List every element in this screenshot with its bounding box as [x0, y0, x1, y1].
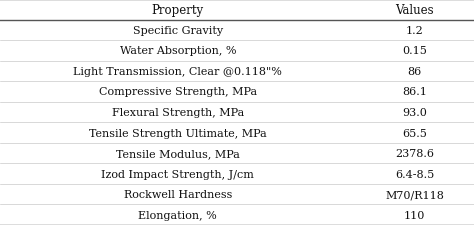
Text: 6.4-8.5: 6.4-8.5 [395, 169, 434, 179]
Text: 86: 86 [408, 67, 422, 76]
Text: Rockwell Hardness: Rockwell Hardness [124, 189, 232, 199]
Text: Light Transmission, Clear @0.118"%: Light Transmission, Clear @0.118"% [73, 67, 282, 76]
Text: Izod Impact Strength, J/cm: Izod Impact Strength, J/cm [101, 169, 254, 179]
Text: Water Absorption, %: Water Absorption, % [119, 46, 236, 56]
Text: Elongation, %: Elongation, % [138, 210, 217, 220]
Text: 86.1: 86.1 [402, 87, 427, 97]
Text: Specific Gravity: Specific Gravity [133, 26, 223, 36]
Text: Tensile Modulus, MPa: Tensile Modulus, MPa [116, 148, 240, 158]
Text: 0.15: 0.15 [402, 46, 427, 56]
Text: M70/R118: M70/R118 [385, 189, 444, 199]
Text: 110: 110 [404, 210, 426, 220]
Text: Compressive Strength, MPa: Compressive Strength, MPa [99, 87, 257, 97]
Text: Values: Values [395, 4, 434, 17]
Text: 93.0: 93.0 [402, 108, 427, 117]
Text: Flexural Strength, MPa: Flexural Strength, MPa [111, 108, 244, 117]
Text: 2378.6: 2378.6 [395, 148, 434, 158]
Text: 65.5: 65.5 [402, 128, 427, 138]
Text: Tensile Strength Ultimate, MPa: Tensile Strength Ultimate, MPa [89, 128, 266, 138]
Text: Property: Property [152, 4, 204, 17]
Text: 1.2: 1.2 [406, 26, 424, 36]
